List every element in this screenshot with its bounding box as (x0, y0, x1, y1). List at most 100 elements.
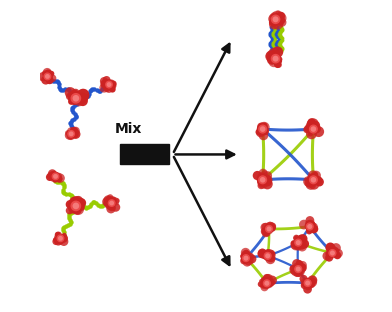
Circle shape (294, 267, 302, 274)
Circle shape (310, 176, 318, 184)
Circle shape (311, 121, 320, 130)
Circle shape (257, 126, 266, 135)
Circle shape (261, 253, 267, 259)
Circle shape (270, 12, 279, 21)
Circle shape (309, 124, 318, 134)
Circle shape (276, 19, 283, 26)
Circle shape (58, 236, 64, 242)
Circle shape (296, 239, 302, 245)
Circle shape (242, 254, 250, 262)
Circle shape (305, 280, 311, 286)
Circle shape (296, 266, 301, 272)
Circle shape (72, 90, 78, 97)
Circle shape (261, 127, 269, 135)
Circle shape (66, 130, 71, 135)
Circle shape (294, 265, 302, 273)
Circle shape (306, 228, 312, 234)
Circle shape (310, 177, 316, 183)
Circle shape (269, 19, 279, 29)
Circle shape (73, 202, 79, 209)
Circle shape (73, 133, 78, 138)
Circle shape (330, 250, 336, 256)
Circle shape (301, 282, 308, 289)
Circle shape (52, 177, 58, 183)
Circle shape (273, 51, 280, 58)
Circle shape (266, 278, 274, 287)
Circle shape (323, 251, 332, 261)
Circle shape (269, 56, 279, 67)
Circle shape (263, 279, 271, 287)
Circle shape (303, 126, 310, 133)
Circle shape (290, 265, 296, 271)
Circle shape (270, 251, 274, 256)
Circle shape (272, 55, 278, 61)
Circle shape (56, 235, 63, 242)
Circle shape (264, 253, 269, 258)
Circle shape (272, 14, 279, 21)
Circle shape (103, 195, 113, 205)
Circle shape (328, 249, 336, 257)
Circle shape (58, 236, 63, 241)
Circle shape (76, 202, 85, 211)
Circle shape (77, 89, 89, 101)
Circle shape (261, 223, 270, 231)
Circle shape (71, 93, 81, 104)
Circle shape (265, 281, 273, 288)
Circle shape (103, 76, 111, 84)
Circle shape (305, 222, 314, 231)
Circle shape (262, 281, 270, 289)
Circle shape (310, 126, 316, 132)
Circle shape (106, 81, 111, 85)
Circle shape (49, 171, 56, 178)
Circle shape (67, 127, 76, 136)
Circle shape (270, 54, 281, 64)
Circle shape (264, 281, 269, 286)
Circle shape (263, 279, 271, 286)
Circle shape (265, 249, 271, 256)
Circle shape (73, 206, 82, 215)
Circle shape (265, 222, 275, 231)
Circle shape (296, 263, 305, 272)
Circle shape (258, 173, 265, 179)
Circle shape (300, 239, 309, 249)
Circle shape (107, 82, 111, 87)
Circle shape (72, 133, 78, 139)
Circle shape (310, 125, 318, 133)
Circle shape (57, 234, 63, 241)
Circle shape (109, 80, 114, 85)
Circle shape (260, 177, 265, 183)
Circle shape (100, 79, 110, 89)
Circle shape (243, 254, 250, 261)
Circle shape (297, 241, 306, 250)
Circle shape (55, 175, 62, 183)
Circle shape (260, 126, 265, 131)
Circle shape (49, 71, 54, 76)
Circle shape (44, 70, 53, 78)
Circle shape (55, 173, 62, 180)
Circle shape (265, 225, 270, 230)
Circle shape (262, 227, 270, 236)
Circle shape (258, 172, 266, 180)
Circle shape (309, 175, 319, 185)
Circle shape (60, 235, 65, 240)
Circle shape (52, 172, 60, 179)
Circle shape (65, 131, 74, 140)
Circle shape (259, 279, 263, 284)
Circle shape (294, 235, 299, 240)
Circle shape (271, 54, 279, 63)
Circle shape (103, 198, 112, 207)
Circle shape (54, 234, 62, 241)
Circle shape (111, 197, 119, 206)
Circle shape (260, 282, 267, 289)
Circle shape (276, 10, 281, 16)
Circle shape (258, 126, 264, 132)
Circle shape (307, 224, 312, 229)
Circle shape (259, 125, 267, 133)
Circle shape (299, 261, 307, 269)
Circle shape (334, 251, 341, 259)
Circle shape (309, 125, 317, 134)
Circle shape (263, 274, 271, 282)
Circle shape (307, 118, 316, 127)
Circle shape (256, 129, 261, 135)
Circle shape (307, 127, 314, 134)
